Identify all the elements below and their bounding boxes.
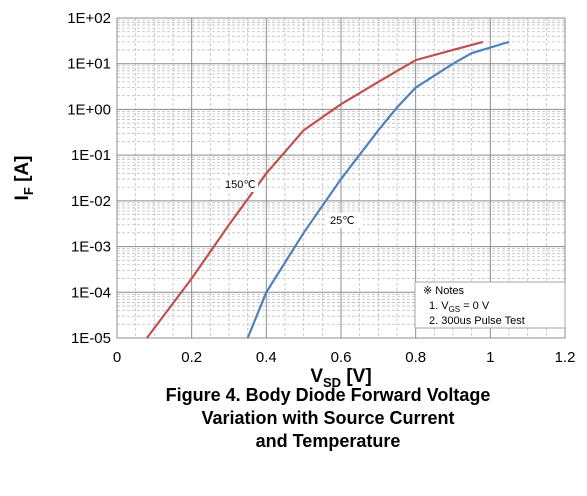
series-line — [145, 40, 484, 339]
x-tick-label: 1.2 — [555, 349, 576, 366]
y-tick-label: 1E-03 — [71, 239, 111, 256]
series-label: 150℃ — [225, 179, 256, 191]
x-tick-label: 0 — [113, 349, 121, 366]
notes-heading: ※ Notes — [423, 285, 465, 297]
x-tick-label: 0.4 — [256, 349, 277, 366]
label-main: I — [12, 195, 33, 200]
label-sub: F — [21, 187, 36, 195]
x-tick-label: 0.2 — [181, 349, 202, 366]
series-label-bg — [222, 177, 258, 192]
series-line — [246, 40, 510, 339]
label-rest: [A] — [12, 156, 33, 188]
label-main: V — [310, 366, 323, 387]
label-sub: SD — [323, 375, 341, 390]
y-tick-label: 1E+02 — [67, 10, 111, 27]
chart-title: and Temperature — [256, 431, 401, 451]
y-tick-label: 1E-05 — [71, 330, 111, 347]
x-tick-label: 0.6 — [331, 349, 352, 366]
series-label-bg — [327, 213, 363, 228]
notes-text: = 0 V — [460, 300, 490, 312]
x-tick-label: 0.8 — [405, 349, 426, 366]
notes-line: 1. VGS = 0 V — [429, 300, 490, 314]
y-tick-label: 1E-01 — [71, 147, 111, 164]
y-tick-label: 1E-02 — [71, 193, 111, 210]
y-tick-label: 1E-04 — [71, 284, 111, 301]
y-tick-label: 1E+00 — [67, 101, 111, 118]
notes-box — [414, 281, 566, 329]
y-axis-label: IF [A] — [12, 156, 36, 201]
series-label: 25℃ — [330, 215, 355, 227]
chart-title: Variation with Source Current — [201, 408, 454, 428]
chart-title: Figure 4. Body Diode Forward Voltage — [166, 385, 491, 405]
y-tick-label: 1E+01 — [67, 56, 111, 73]
notes-sub: GS — [449, 305, 461, 314]
label-rest: [V] — [341, 366, 372, 387]
x-axis-label: VSD [V] — [310, 366, 371, 390]
x-tick-label: 1 — [486, 349, 494, 366]
notes-line: 2. 300us Pulse Test — [429, 315, 525, 327]
notes-text: 1. V — [429, 300, 449, 312]
plot-border — [116, 17, 566, 339]
